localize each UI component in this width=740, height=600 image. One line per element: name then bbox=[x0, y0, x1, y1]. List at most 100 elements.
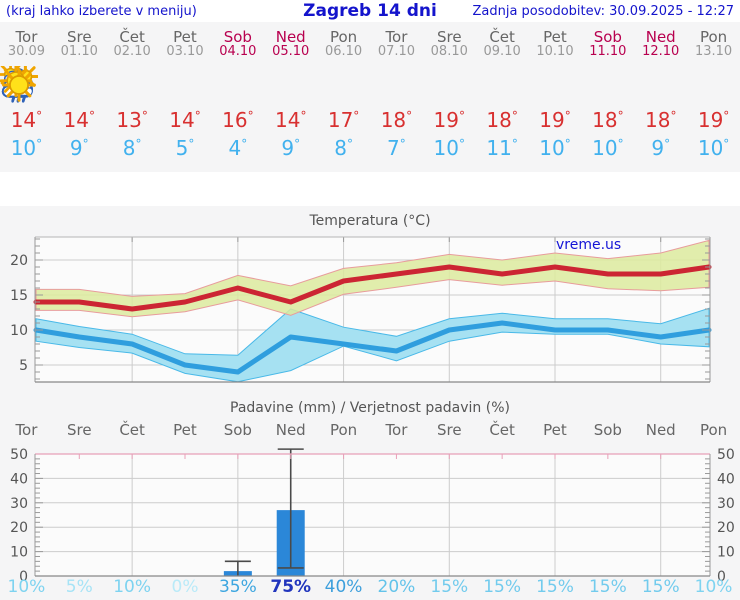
day-column: Pet 10.10 19° 10° bbox=[2, 22, 582, 172]
precip-axis-label-right: 30 bbox=[717, 496, 735, 512]
degree-symbol: ° bbox=[564, 109, 571, 123]
watermark-link[interactable]: vreme.us bbox=[556, 237, 622, 253]
weather-icon-slot bbox=[2, 66, 529, 106]
day-column: Čet 09.10 18° 11° bbox=[2, 22, 529, 172]
degree-symbol: ° bbox=[406, 109, 413, 123]
precip-day-label: Čet bbox=[489, 421, 515, 439]
day-column: Pon 13.10 19° 10° bbox=[2, 22, 740, 172]
day-date: 11.10 bbox=[589, 44, 627, 59]
day-high-temp: 14° bbox=[10, 108, 43, 132]
precip-axis-label-right: 20 bbox=[717, 520, 735, 536]
day-high-temp: 13° bbox=[116, 108, 148, 132]
degree-symbol: ° bbox=[511, 137, 518, 151]
precip-day-label: Sre bbox=[436, 421, 462, 439]
degree-symbol: ° bbox=[36, 109, 43, 123]
day-column: Sre 08.10 19° 10° bbox=[2, 22, 476, 172]
day-high-temp: 18° bbox=[644, 108, 677, 132]
day-name: Sob bbox=[593, 28, 622, 46]
day-high-temp: 17° bbox=[327, 108, 360, 132]
sunny-icon bbox=[2, 68, 36, 102]
precip-probability: 15% bbox=[641, 577, 680, 597]
page-title: Zagreb 14 dni bbox=[303, 1, 437, 21]
day-low-temp: 10° bbox=[697, 136, 730, 160]
day-high-temp: 19° bbox=[539, 108, 571, 132]
day-column: Ned 12.10 18° 9° bbox=[2, 22, 687, 172]
precip-probability: 10% bbox=[7, 577, 46, 597]
day-high-temp: 18° bbox=[486, 108, 518, 132]
precip-probability: 15% bbox=[588, 577, 627, 597]
day-low-temp: 4° bbox=[228, 136, 248, 160]
precip-day-label: Pon bbox=[699, 421, 728, 439]
day-low-temp: 8° bbox=[334, 136, 353, 160]
degree-symbol: ° bbox=[135, 137, 142, 151]
weather-icon-slot bbox=[1, 66, 159, 106]
day-column: Ned 05.10 14° 9° bbox=[0, 22, 317, 172]
precip-axis-label-right: 50 bbox=[717, 447, 735, 463]
degree-symbol: ° bbox=[141, 109, 148, 123]
day-date: 07.10 bbox=[377, 44, 416, 59]
day-low-temp: 10° bbox=[539, 136, 571, 160]
day-name: Sob bbox=[223, 28, 252, 46]
day-name: Tor bbox=[15, 28, 38, 46]
precipitation-day-labels: Tor Sre Čet Pet Sob Ned Pon Tor Sre Čet Pet Sob Ned P… bbox=[0, 421, 740, 439]
temp-axis-label: 15 bbox=[10, 288, 28, 304]
precip-axis-label-left: 50 bbox=[10, 447, 28, 463]
precip-day-label: Tor bbox=[15, 421, 38, 439]
weather-icon-slot bbox=[0, 66, 423, 106]
day-date: 01.10 bbox=[60, 44, 98, 59]
degree-symbol: ° bbox=[459, 137, 465, 151]
precip-probability: 20% bbox=[377, 577, 416, 597]
day-high-temp: 14° bbox=[169, 108, 201, 132]
day-low-temp: 9° bbox=[281, 136, 301, 160]
precip-day-label: Ned bbox=[645, 421, 676, 439]
degree-symbol: ° bbox=[670, 109, 677, 123]
precip-day-label: Pet bbox=[173, 421, 197, 439]
degree-symbol: ° bbox=[300, 109, 307, 123]
precip-day-label: Čet bbox=[119, 421, 145, 439]
day-date: 05.10 bbox=[272, 44, 310, 59]
temp-axis-label: 20 bbox=[10, 253, 28, 269]
weather-icon-slot bbox=[3, 66, 264, 106]
day-name: Ned bbox=[645, 28, 676, 46]
precip-day-label: Sob bbox=[593, 421, 622, 439]
day-low-temp: 10° bbox=[433, 136, 465, 160]
degree-symbol: ° bbox=[194, 109, 201, 123]
day-date: 12.10 bbox=[642, 44, 680, 59]
day-column: Sob 11.10 18° 10° bbox=[2, 22, 634, 172]
precipitation-chart-title: Padavine (mm) / Verjetnost padavin (%) bbox=[230, 400, 510, 416]
day-low-temp: 11° bbox=[486, 136, 518, 160]
precip-axis-label-left: 10 bbox=[10, 545, 28, 561]
precip-day-label: Tor bbox=[385, 421, 408, 439]
day-date: 06.10 bbox=[324, 44, 363, 59]
weather-icon-slot bbox=[2, 66, 634, 106]
day-name: Čet bbox=[489, 28, 515, 46]
temperature-chart: 5 10 15 20 bbox=[10, 236, 712, 383]
precip-probability: 0% bbox=[171, 577, 199, 597]
day-date: 30.09 bbox=[7, 44, 46, 59]
day-low-temp: 5° bbox=[175, 136, 195, 160]
day-date: 03.10 bbox=[166, 44, 204, 59]
day-high-temp: 14° bbox=[63, 108, 95, 132]
degree-symbol: ° bbox=[511, 109, 518, 123]
precip-axis-label-left: 30 bbox=[10, 496, 28, 512]
precip-probability: 75% bbox=[270, 577, 312, 597]
precip-probability: 10% bbox=[113, 577, 152, 597]
degree-symbol: ° bbox=[723, 137, 730, 151]
precip-day-label: Pet bbox=[543, 421, 567, 439]
day-low-temp: 10° bbox=[10, 136, 43, 160]
weather-icon-slot bbox=[1, 66, 106, 106]
precip-axis-label-right: 40 bbox=[717, 471, 735, 487]
day-low-temp: 8° bbox=[122, 136, 142, 160]
day-high-temp: 18° bbox=[380, 108, 413, 132]
degree-symbol: ° bbox=[664, 137, 671, 151]
precip-day-label: Pon bbox=[329, 421, 358, 439]
degree-symbol: ° bbox=[353, 109, 360, 123]
degree-symbol: ° bbox=[241, 137, 248, 151]
precip-probability: 40% bbox=[324, 577, 363, 597]
degree-symbol: ° bbox=[294, 137, 301, 151]
day-name: Pon bbox=[699, 28, 728, 46]
day-name: Sre bbox=[66, 28, 92, 46]
precip-axis-label-left: 0 bbox=[19, 569, 28, 584]
precip-day-label: Sob bbox=[223, 421, 252, 439]
